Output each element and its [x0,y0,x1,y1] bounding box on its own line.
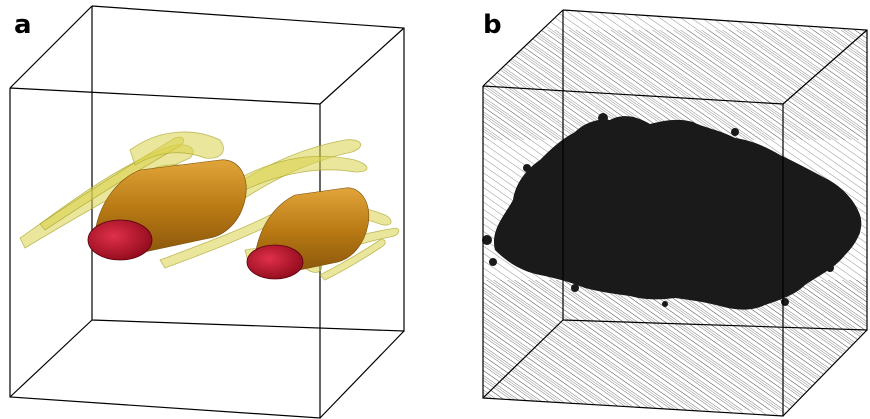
vortex-cores [87,219,304,280]
particle-cloud-figure [482,9,868,417]
panel-label-b: b [483,10,502,40]
wireframe-box-a [9,5,405,419]
vortex-isosurface-figure [9,5,405,419]
wireframe-box-b [482,9,868,417]
panel-a: a [0,0,430,419]
panel-b: b [435,0,870,419]
dark-particle-cloud [494,116,862,310]
panel-label-a: a [14,10,32,40]
